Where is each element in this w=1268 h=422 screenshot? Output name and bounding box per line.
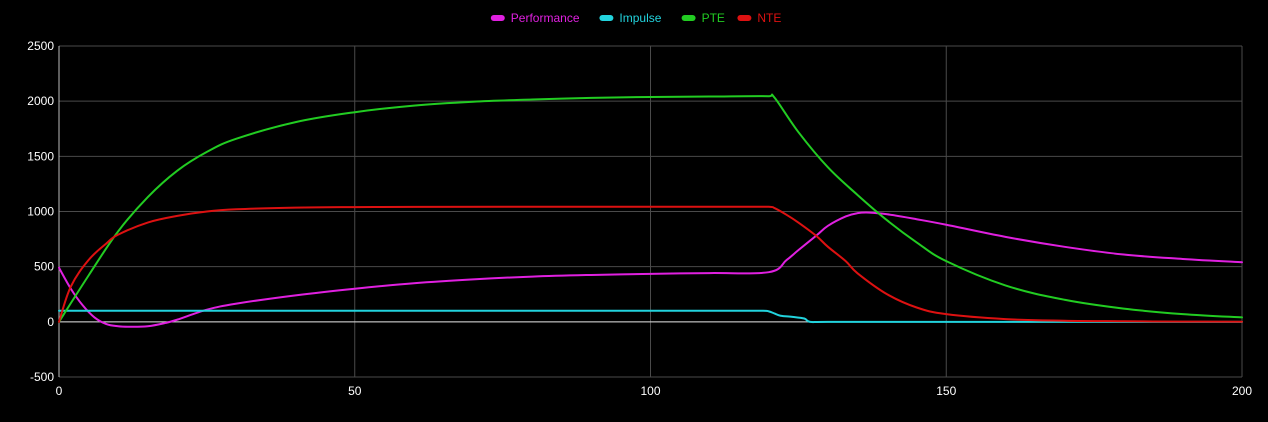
x-tick-label: 50 (348, 384, 362, 398)
x-tick-label: 0 (56, 384, 63, 398)
y-tick-label: 1500 (27, 149, 54, 163)
legend-item-pte[interactable]: PTE (681, 11, 725, 25)
series-lines (58, 93, 1243, 328)
legend-label: Impulse (619, 11, 661, 25)
y-tick-label: 2000 (27, 94, 54, 108)
series-line-performance (58, 211, 1243, 328)
legend-swatch (681, 15, 696, 21)
legend-item-nte[interactable]: NTE (737, 11, 781, 25)
series-line-nte (58, 205, 1243, 323)
x-tick-label: 150 (936, 384, 956, 398)
y-tick-label: 2500 (27, 39, 54, 53)
series-line-impulse (58, 309, 1243, 324)
legend-item-impulse[interactable]: Impulse (599, 11, 662, 25)
y-tick-label: -500 (30, 370, 54, 384)
x-tick-label: 100 (640, 384, 660, 398)
grid (59, 45, 1243, 378)
legend-label: Performance (511, 11, 580, 25)
y-tick-label: 1000 (27, 205, 54, 219)
series-line-pte (58, 93, 1243, 323)
legend-label: NTE (757, 11, 781, 25)
legend-swatch (490, 15, 505, 21)
y-tick-label: 0 (47, 315, 54, 329)
legend[interactable]: Performance Impulse PTE NTE (490, 11, 782, 25)
y-tick-label: 500 (34, 260, 54, 274)
x-tick-label: 200 (1232, 384, 1252, 398)
legend-label: PTE (702, 11, 725, 25)
legend-swatch (737, 15, 752, 21)
legend-swatch (599, 15, 614, 21)
legend-item-performance[interactable]: Performance (490, 11, 580, 25)
